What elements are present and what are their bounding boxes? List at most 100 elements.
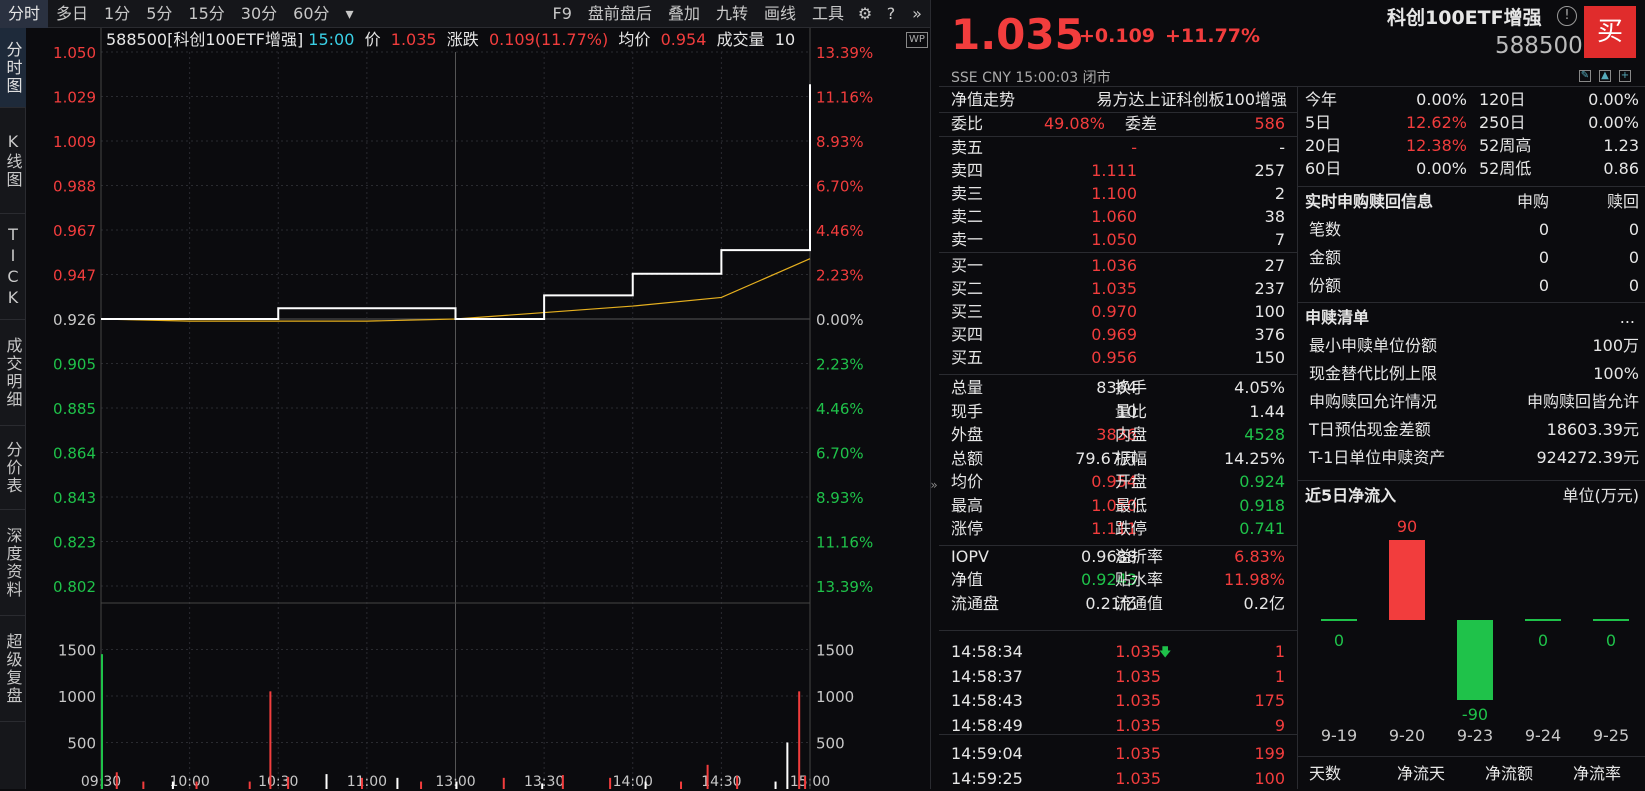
vol-bar xyxy=(680,781,683,789)
bottom-tab-2[interactable]: 净流额 xyxy=(1485,764,1534,783)
bottom-tab-1[interactable]: 净流天 xyxy=(1397,764,1446,783)
perf-label-2: 52周高 xyxy=(1479,136,1532,155)
vol-bar xyxy=(269,691,272,789)
toolbar-btn-0[interactable]: F9 xyxy=(552,3,572,23)
bid-label: 买二 xyxy=(951,279,984,298)
vnav-item-1[interactable]: K线图 xyxy=(0,108,26,214)
add-icon[interactable]: + xyxy=(1619,70,1631,82)
header-avg-label: 均价 xyxy=(618,30,651,49)
bid-price: 0.956 xyxy=(1091,348,1137,367)
tick-volume: 9 xyxy=(1274,715,1285,735)
buy-button[interactable]: 买 xyxy=(1584,6,1636,58)
vnav-item-2[interactable]: TICK xyxy=(0,214,26,320)
tick-price: 1.035 xyxy=(1115,768,1161,788)
tab-1[interactable]: 多日 xyxy=(56,3,89,23)
series-price-line xyxy=(101,84,811,320)
toolbar-btn-5[interactable]: 工具 xyxy=(811,3,844,23)
sg-row-label: 笔数 xyxy=(1309,220,1342,239)
header-chg: 0.109(11.77%) xyxy=(488,30,609,49)
tab-6[interactable]: 60分 xyxy=(293,3,330,23)
stat-value: 1.111 xyxy=(1091,519,1137,538)
tab-5[interactable]: 30分 xyxy=(240,3,278,23)
alert-icon[interactable]: ▲ xyxy=(1599,70,1611,82)
tick-time: 14:58:49 xyxy=(951,715,1023,735)
stat-value-2: 14.25% xyxy=(1223,448,1285,468)
wp-icon[interactable]: WP xyxy=(906,32,928,48)
tick-volume: 100 xyxy=(1254,768,1285,788)
tab-0[interactable]: 分时 xyxy=(0,0,49,28)
qd-title: 申赎清单 xyxy=(1305,308,1370,327)
sg-row-a: 0 xyxy=(1538,248,1549,267)
bottom-tab-0[interactable]: 天数 xyxy=(1309,764,1342,783)
bid-price: 0.970 xyxy=(1091,302,1137,321)
price-tick: 1.029 xyxy=(53,89,96,107)
perf-value-2: 1.23 xyxy=(1603,136,1639,155)
sg-row-b: 0 xyxy=(1628,220,1639,239)
toolbar-btn-2[interactable]: 叠加 xyxy=(667,3,700,23)
vnav-item-3[interactable]: 成交明细 xyxy=(0,320,26,426)
more-icon[interactable]: ... xyxy=(1619,308,1635,327)
gear-icon[interactable]: ⚙ xyxy=(857,4,873,23)
ask-label: 卖三 xyxy=(951,184,984,203)
chart-toolbar: 分时 多日 1分 5分 15分 30分 60分 ▾ F9 盘前盘后 叠加 九转 画线 工具 ⚙? » xyxy=(0,0,930,28)
panel-divider[interactable] xyxy=(930,0,938,789)
vol-tick-right: 1500 xyxy=(816,642,854,660)
flow-chart-svg: 0 9-19 90 9-20 -90 9-23 0 9-24 0 9-25 xyxy=(1321,517,1629,745)
vnav-item-6[interactable]: 超级复盘 xyxy=(0,616,26,722)
bid-price: 0.969 xyxy=(1091,325,1137,344)
intraday-chart[interactable]: 588500[科创100ETF增强] 15:00 价 1.035 涨跌 0.10… xyxy=(26,28,930,789)
toolbar-btn-3[interactable]: 九转 xyxy=(715,3,748,23)
perf-value-2: 0.00% xyxy=(1588,90,1639,109)
tab-3[interactable]: 5分 xyxy=(146,3,173,23)
bid-label: 买五 xyxy=(951,348,984,367)
sg-title: 实时申购赎回信息 xyxy=(1305,192,1434,211)
price-tick: 0.988 xyxy=(53,178,96,196)
tab-2[interactable]: 1分 xyxy=(104,3,131,23)
qd-row-value: 100% xyxy=(1593,364,1639,383)
perf-value-2: 0.86 xyxy=(1603,159,1639,178)
toolbar-btn-1[interactable]: 盘前盘后 xyxy=(587,3,652,23)
collapse-arrow-icon[interactable]: » xyxy=(930,478,938,492)
time-tick: 14:00 xyxy=(613,774,653,789)
perf-value: 12.38% xyxy=(1405,136,1467,155)
tab-7[interactable]: ▾ xyxy=(345,3,354,23)
stat-label: 总额 xyxy=(951,448,984,468)
ask-volume: 257 xyxy=(1254,161,1285,180)
vol-bar xyxy=(798,691,801,789)
quote-chg: +0.109 xyxy=(1079,25,1156,47)
vnav-item-0[interactable]: 分时图 xyxy=(0,28,26,108)
flow-value-label: 0 xyxy=(1538,631,1548,650)
info-icon[interactable]: ! xyxy=(1557,6,1577,26)
sg-col-subscribe: 申购 xyxy=(1516,192,1549,211)
tick-volume: 175 xyxy=(1254,691,1285,710)
bottom-tab-3[interactable]: 净流率 xyxy=(1573,764,1622,783)
help-icon[interactable]: ? xyxy=(886,4,896,23)
edit-icon[interactable]: ✎ xyxy=(1579,70,1591,82)
stat-value-2: 0.924 xyxy=(1239,472,1285,491)
tick-price: 1.035 xyxy=(1115,715,1161,735)
stat-value: 10 xyxy=(1116,401,1137,421)
toolbar-btn-4[interactable]: 画线 xyxy=(763,3,796,23)
qd-row-label: 现金替代比例上限 xyxy=(1309,364,1438,383)
tick-arrow-down-icon: 🡇 xyxy=(1159,645,1172,659)
pct-tick: 6.70% xyxy=(816,178,864,196)
pct-tick: 11.16% xyxy=(816,89,873,107)
ask-volume: 7 xyxy=(1274,230,1285,249)
qd-row-value: 18603.39元 xyxy=(1546,420,1639,439)
expand-icon[interactable]: » xyxy=(912,4,922,23)
tick-volume: 1 xyxy=(1274,642,1285,661)
tick-time: 14:58:43 xyxy=(951,691,1023,710)
flow-category-label: 9-19 xyxy=(1321,726,1357,745)
stat-label: 净值 xyxy=(951,570,984,589)
stat-value-2: 4528 xyxy=(1244,425,1285,444)
vol-tick-right: 500 xyxy=(816,735,845,753)
time-tick: 14:30 xyxy=(701,774,741,789)
vol-bar xyxy=(561,775,564,789)
vnav-item-5[interactable]: 深度资料 xyxy=(0,510,26,616)
vnav-item-4[interactable]: 分价表 xyxy=(0,426,26,510)
ask-price: 1.050 xyxy=(1091,230,1137,249)
price-tick: 0.823 xyxy=(53,534,96,552)
vol-bar xyxy=(171,781,174,789)
tab-4[interactable]: 15分 xyxy=(188,3,225,23)
